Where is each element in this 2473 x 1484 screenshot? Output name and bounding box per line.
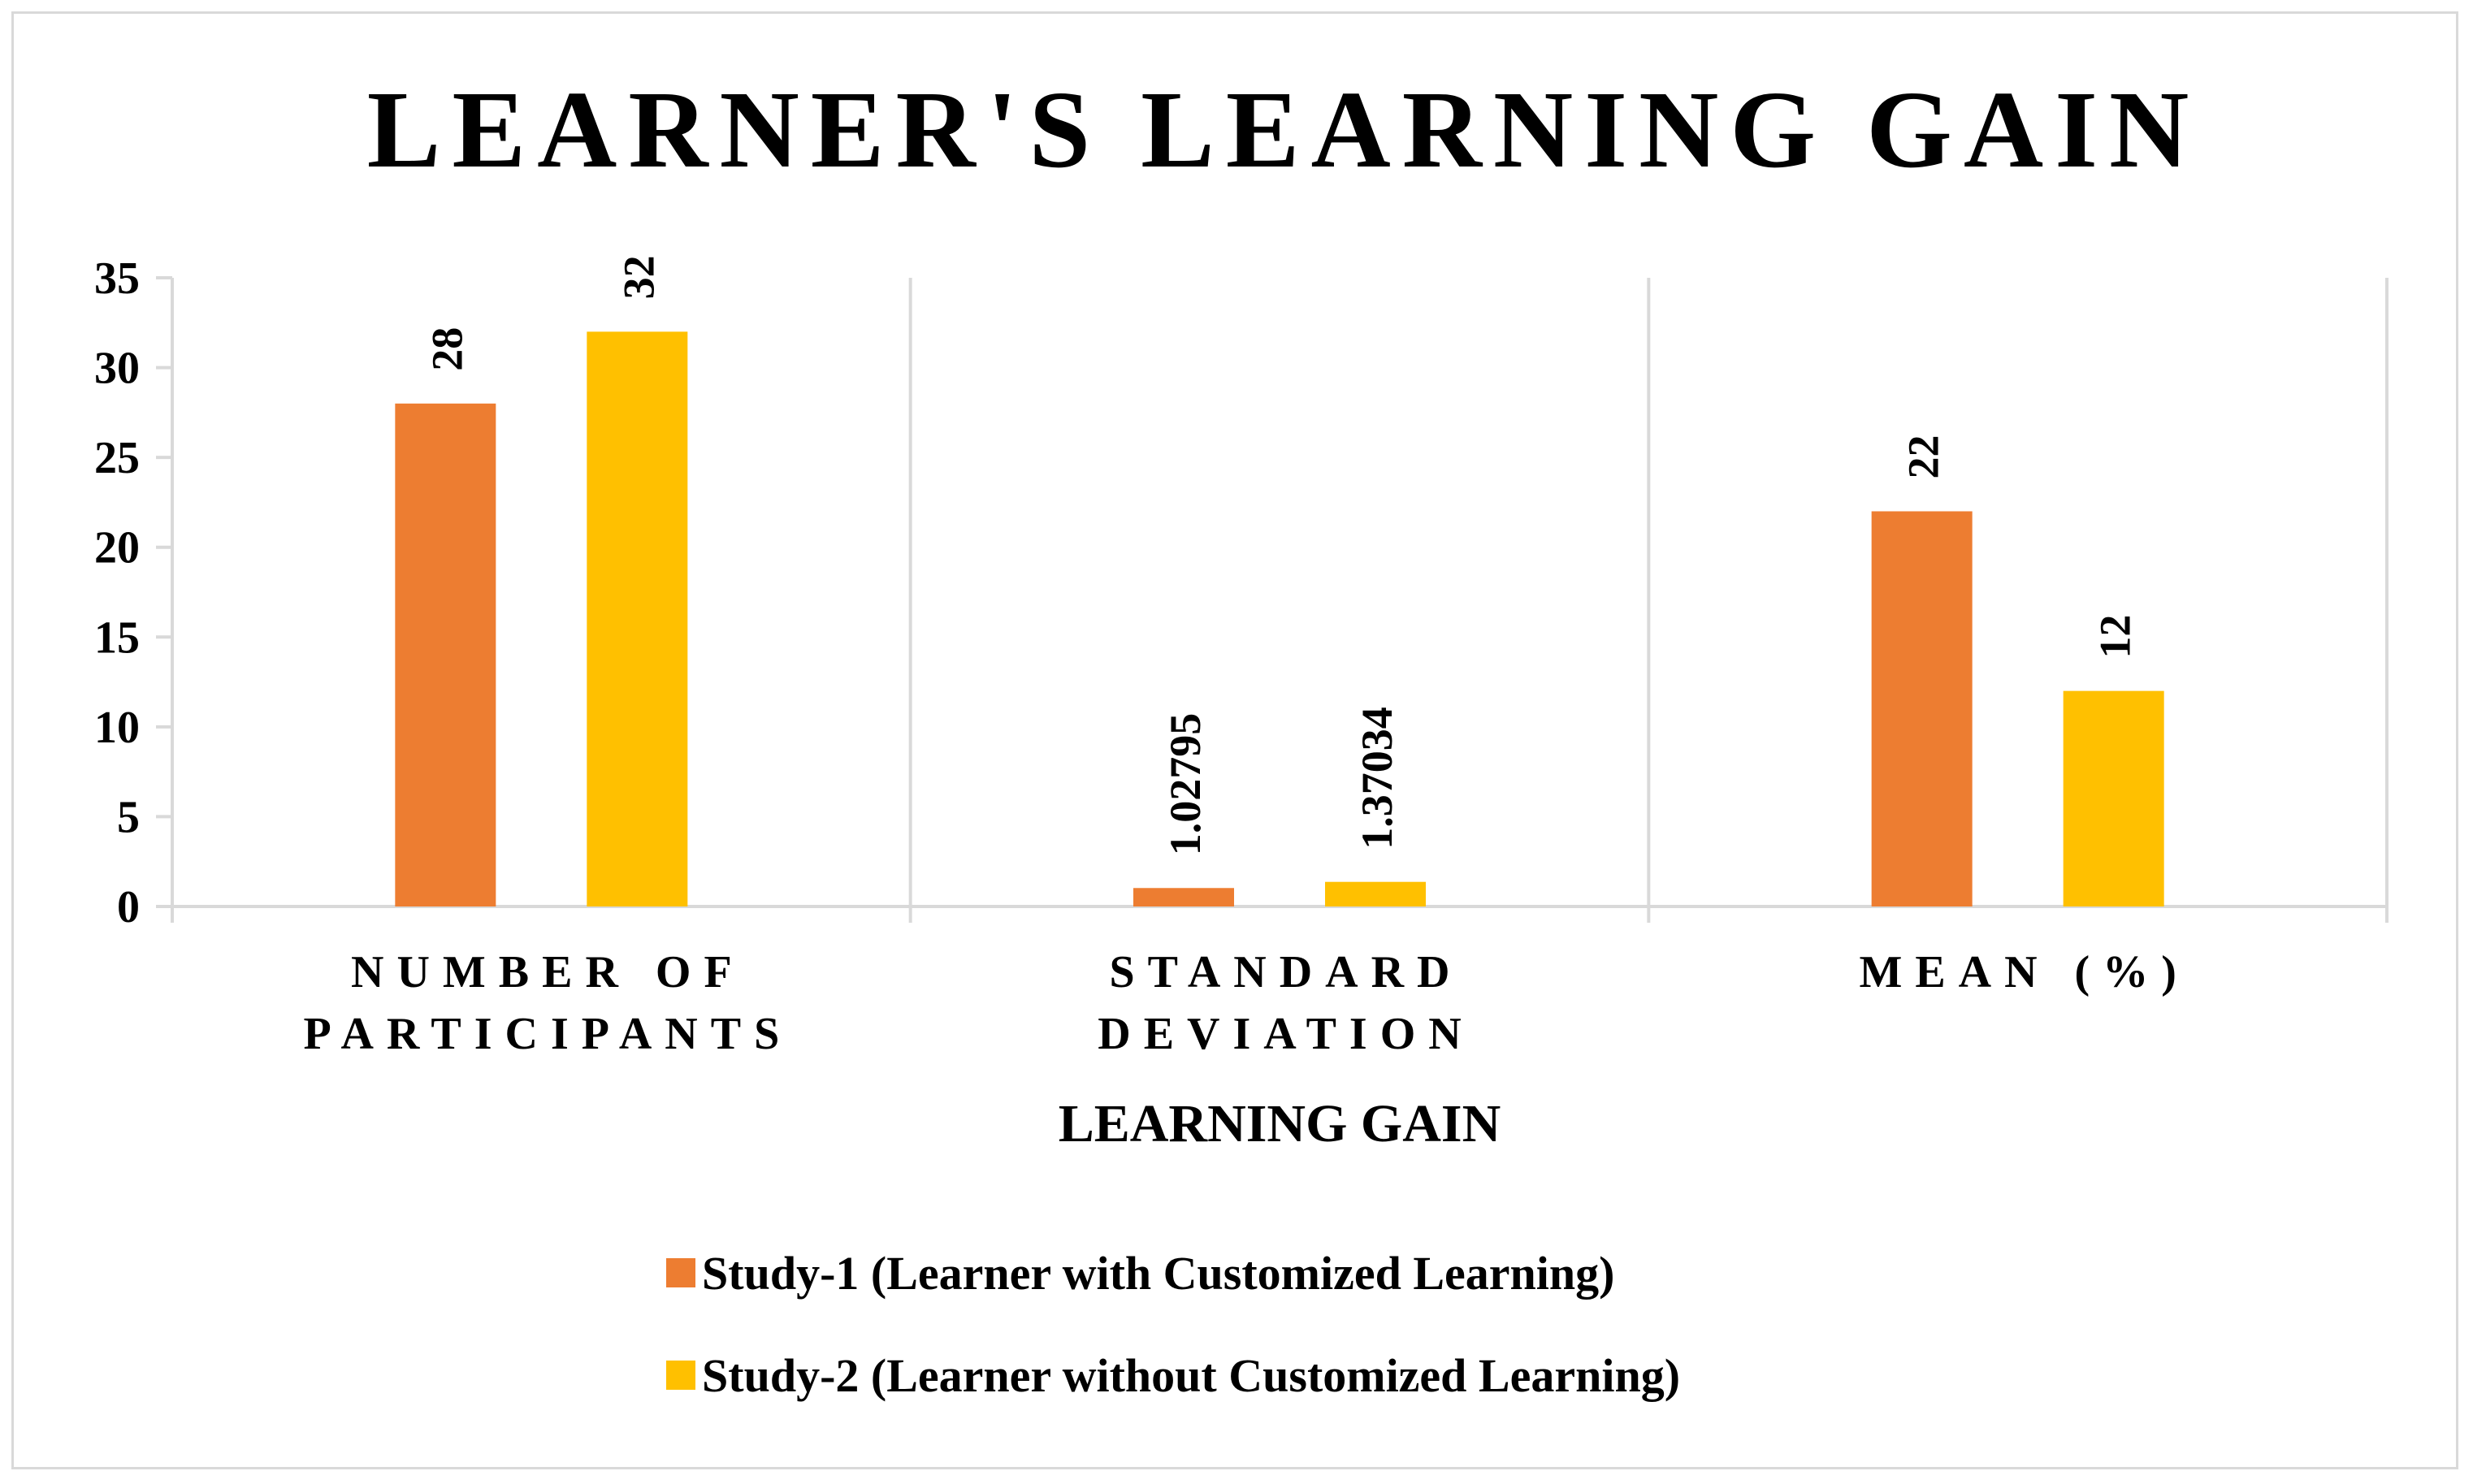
x-axis-title: LEARNING GAIN [1059,1094,1501,1153]
bar-2 [2063,690,2164,906]
legend-label: Study-2 (Learner without Customized Lear… [702,1349,1680,1402]
data-label: 22 [1899,435,1948,478]
data-label: 1.02795 [1161,713,1210,856]
legend: Study-1 (Learner with Customized Learnin… [666,1247,1680,1402]
y-tick-label: 25 [94,433,140,483]
axes: 0 5 10 15 20 25 30 35 NUMBER OF PARTICIPANTS STAND… [94,253,2389,1059]
data-label: 12 [2091,615,2140,659]
legend-swatch [666,1361,695,1390]
bar-1 [1871,511,1973,906]
legend-swatch [666,1258,695,1287]
y-tick-label: 30 [94,344,140,394]
bar-2 [1325,881,1426,906]
data-labels: 28 1.02795 22 32 1.37034 12 [422,255,2139,855]
x-category-label: STANDARD [1110,947,1463,997]
y-tick-label: 35 [94,253,140,304]
bar-1 [395,403,496,906]
bar-1 [1133,888,1234,906]
x-category-label: PARTICIPANTS [303,1009,792,1059]
data-label: 32 [614,255,663,299]
data-label: 1.37034 [1353,707,1401,850]
y-tick-label: 5 [117,792,140,842]
chart-title: LEARNER'S LEARNING GAIN [367,69,2201,191]
x-category-label: MEAN (%) [1859,947,2189,997]
y-tick-label: 10 [94,703,140,753]
y-tick-label: 0 [117,882,140,932]
bars [395,331,2164,906]
data-label: 28 [422,327,471,371]
x-category-label: NUMBER OF [351,947,745,997]
x-category-label: DEVIATION [1098,1009,1474,1059]
bar-2 [587,331,688,906]
legend-label: Study-1 (Learner with Customized Learnin… [702,1247,1614,1300]
y-tick-label: 20 [94,523,140,573]
y-tick-label: 15 [94,612,140,663]
